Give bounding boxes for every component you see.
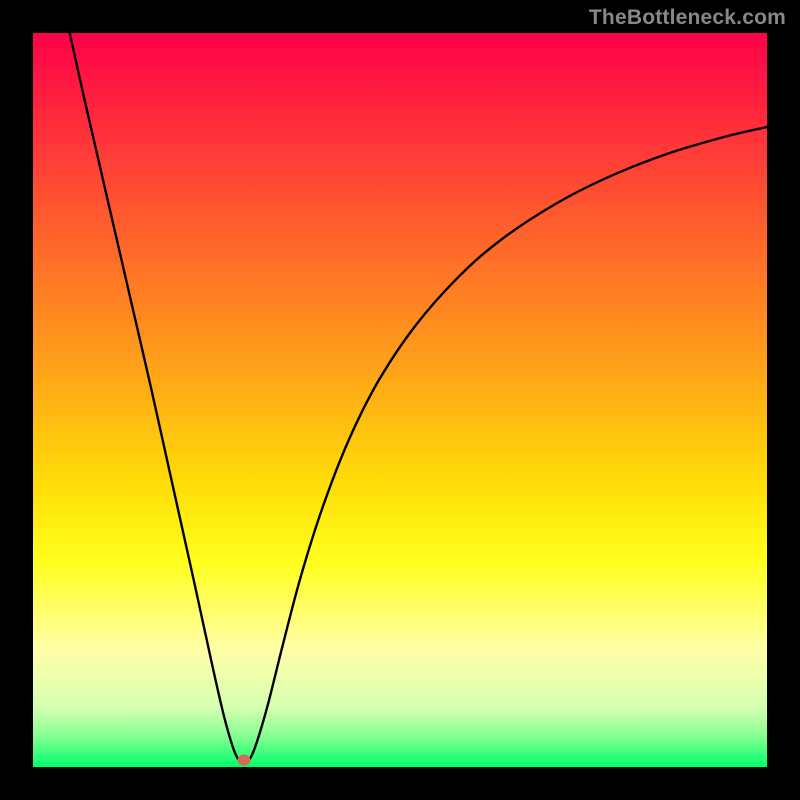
plot-area xyxy=(33,33,767,767)
watermark-text: TheBottleneck.com xyxy=(589,6,786,30)
plot-frame xyxy=(33,33,767,767)
bottleneck-curve xyxy=(33,33,767,767)
curve-path xyxy=(70,33,767,764)
minimum-marker xyxy=(238,755,251,766)
